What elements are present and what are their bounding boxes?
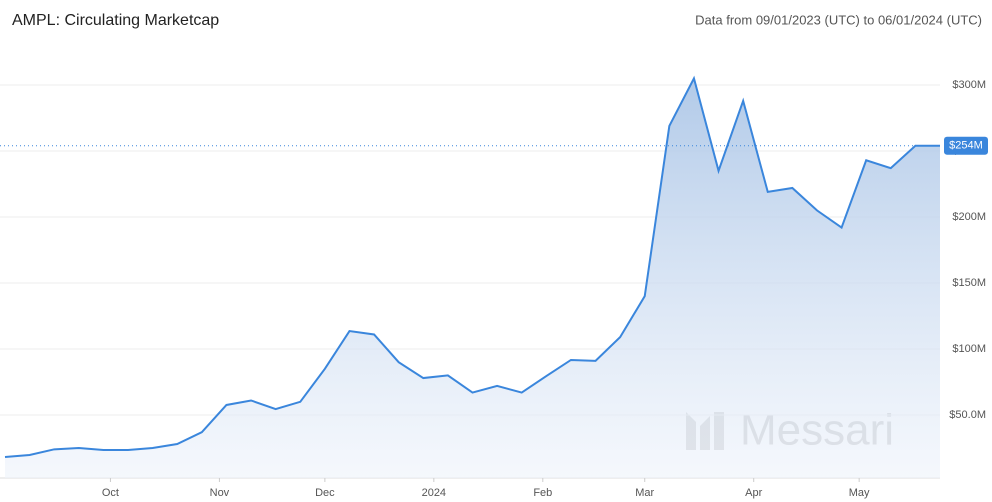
current-value-label: $254M	[949, 140, 983, 152]
x-tick-label: Dec	[315, 487, 335, 499]
y-tick-label: $200M	[952, 211, 986, 223]
x-tick-label: Oct	[102, 487, 119, 499]
x-tick-label: Mar	[635, 487, 654, 499]
x-tick-label: Nov	[210, 487, 230, 499]
x-tick-label: Apr	[745, 487, 762, 499]
plot: Messari$50.0M$100M$150M$200M$250M$300MOc…	[0, 75, 988, 499]
line	[4, 75, 940, 458]
y-tick-label: $50.0M	[949, 409, 986, 421]
chart-title: AMPL: Circulating Marketcap	[12, 12, 219, 29]
x-tick-label: Feb	[533, 487, 552, 499]
y-tick-label: $100M	[952, 343, 986, 355]
x-tick-label: May	[849, 487, 870, 499]
y-tick-label: $300M	[952, 79, 986, 91]
current-value-badge	[944, 136, 988, 155]
y-tick-label: $150M	[952, 277, 986, 289]
x-tick-label: 2024	[422, 487, 446, 499]
area-fill	[5, 78, 940, 479]
chart-subtitle: Data from 09/01/2023 (UTC) to 06/01/2024…	[695, 12, 982, 27]
